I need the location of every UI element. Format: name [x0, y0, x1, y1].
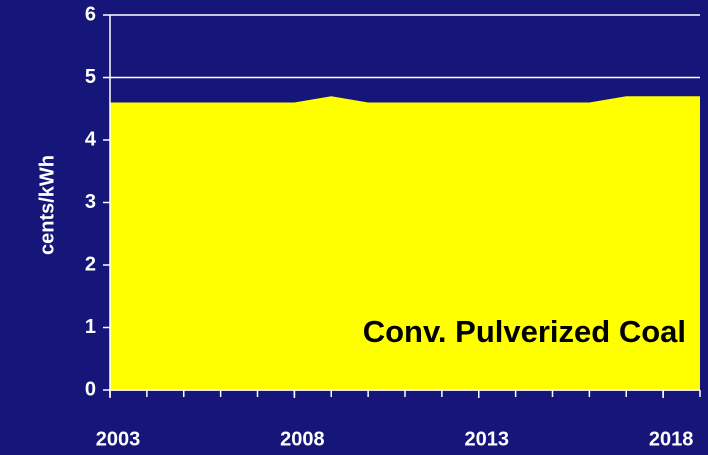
y-tick-label: 3 [85, 191, 96, 213]
y-axis-label: cents/kWh [36, 155, 58, 255]
x-tick-label: 2008 [280, 428, 325, 450]
y-tick-label: 2 [85, 253, 96, 275]
x-tick-label: 2003 [96, 428, 141, 450]
marks [110, 96, 700, 390]
area [110, 96, 700, 390]
x-tick-label: 2018 [649, 428, 694, 450]
y-tick-label: 4 [85, 128, 97, 150]
y-tick-label: 5 [85, 66, 96, 88]
y-tick-label: 1 [85, 316, 96, 338]
x-tick-label: 2013 [465, 428, 510, 450]
annotation: Conv. Pulverized Coal [363, 314, 686, 349]
y-tick-label: 6 [85, 3, 96, 25]
y-tick-label: 0 [85, 378, 96, 400]
axes: 0 1 2 3 4 5 6 2003 2008 2013 2018 [85, 3, 701, 450]
